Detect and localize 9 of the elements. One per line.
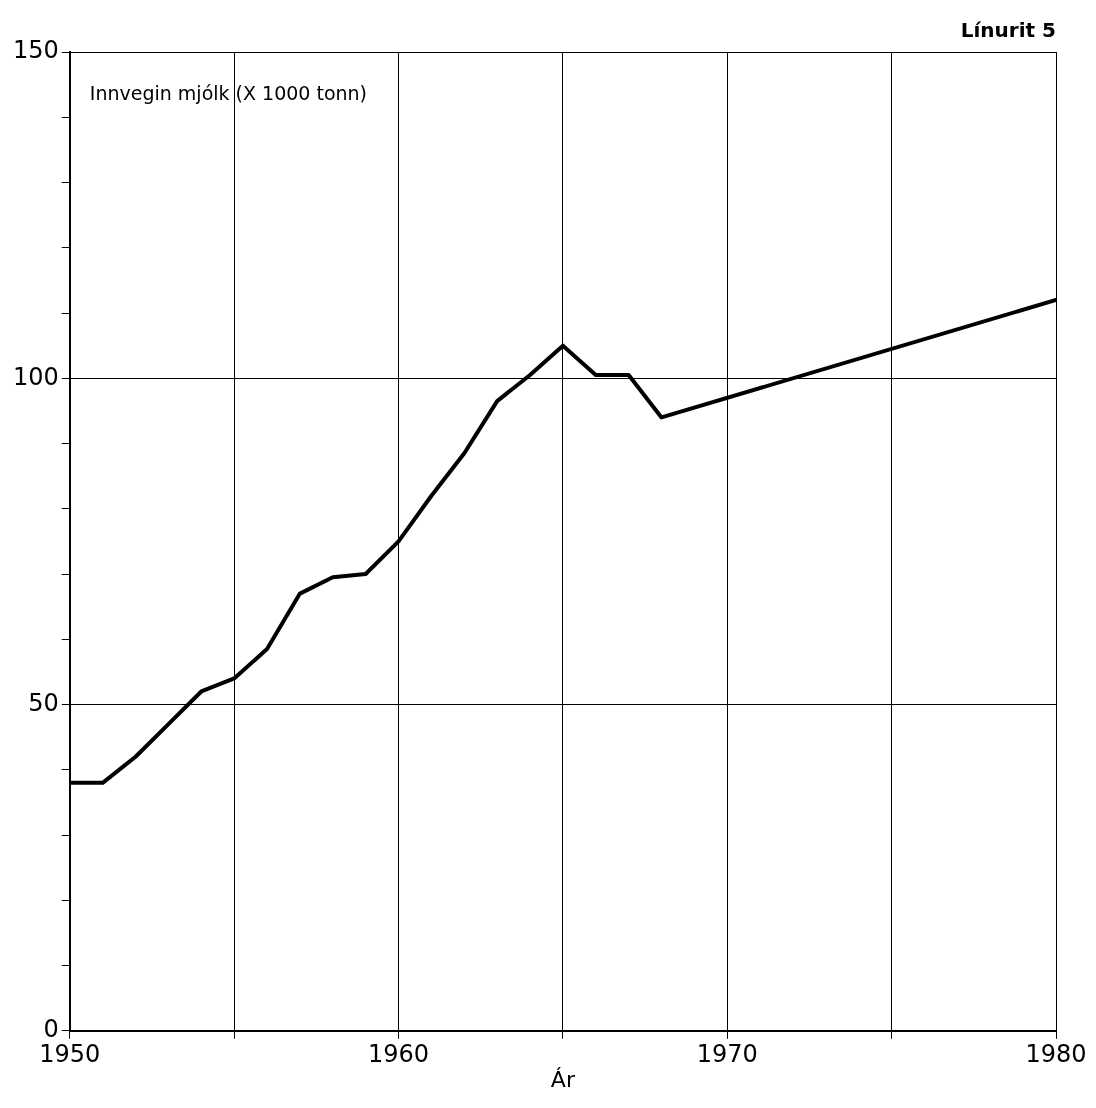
y-tick-label: 50	[28, 688, 59, 717]
y-tick-label: 100	[13, 362, 59, 391]
x-tick-label: 1980	[1025, 1040, 1087, 1069]
y-tick-label: 150	[13, 36, 59, 65]
chart-title: Línurit 5	[960, 18, 1056, 43]
y-axis-title: Innvegin mjólk (X 1000 tonn)	[89, 82, 368, 105]
x-axis-title: Ár	[550, 1066, 576, 1092]
x-tick-label: 1960	[368, 1040, 430, 1069]
x-tick-label: 1970	[696, 1040, 758, 1069]
